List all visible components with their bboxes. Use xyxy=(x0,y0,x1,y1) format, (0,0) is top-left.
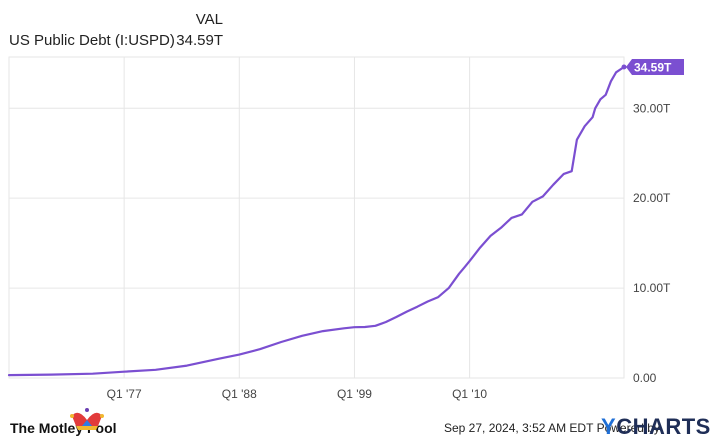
y-tick-label: 20.00T xyxy=(633,191,671,205)
x-tick-label: Q1 '88 xyxy=(222,387,257,401)
ycharts-brand-text: CHARTS xyxy=(616,414,711,439)
y-tick-label: 0.00 xyxy=(633,371,657,385)
footer-timestamp: Sep 27, 2024, 3:52 AM EDT Powered by xyxy=(444,421,660,435)
legend-series-value: 34.59T xyxy=(176,32,223,49)
legend-series-name[interactable]: US Public Debt (I:USPD) xyxy=(9,32,175,49)
series-line xyxy=(7,65,626,377)
y-tick-label: 10.00T xyxy=(633,281,671,295)
x-tick-label: Q1 '77 xyxy=(107,387,142,401)
ycharts-y-letter: Y xyxy=(601,414,617,439)
last-point-marker xyxy=(621,64,627,70)
chart-legend: VAL US Public Debt (I:USPD) 34.59T xyxy=(9,11,223,51)
last-value-label: 34.59T xyxy=(634,60,672,74)
y-tick-label: 30.00T xyxy=(633,101,671,115)
x-tick-label: Q1 '99 xyxy=(337,387,372,401)
last-value-badge xyxy=(626,58,684,75)
ycharts-logo[interactable]: YCHARTS xyxy=(601,414,711,440)
legend-header: VAL xyxy=(195,11,223,28)
jester-hat-icon xyxy=(70,408,104,430)
plot-frame xyxy=(8,56,625,379)
x-tick-label: Q1 '10 xyxy=(452,387,487,401)
